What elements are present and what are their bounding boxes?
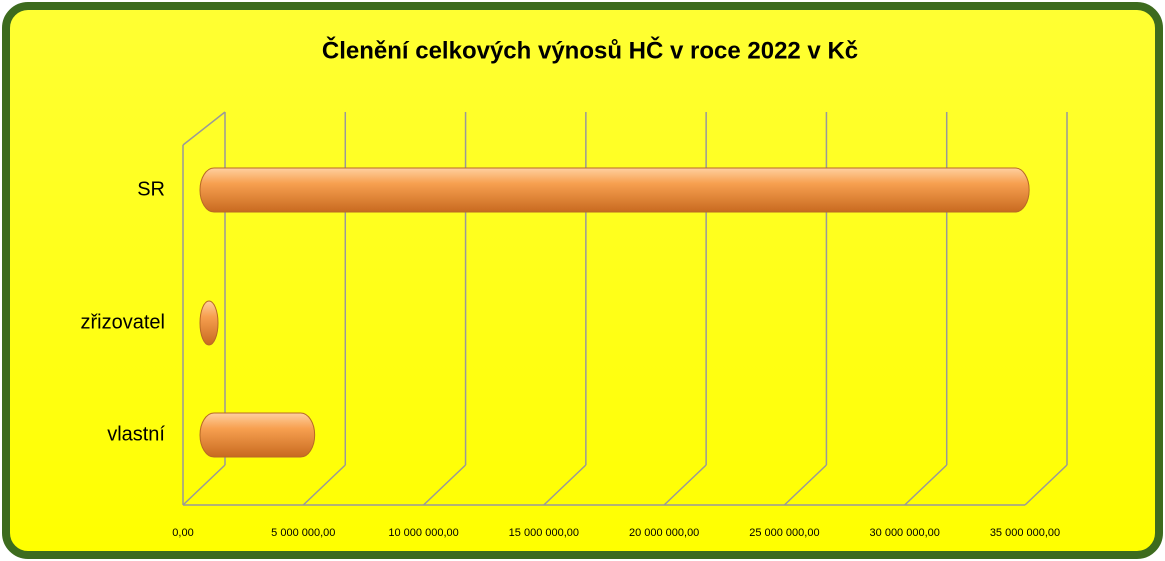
grid-line (182, 464, 226, 506)
grid-line (904, 464, 948, 506)
x-tick-label: 10 000 000,00 (388, 527, 458, 539)
bar (199, 167, 1030, 213)
walls (182, 111, 1025, 506)
x-tick-label: 25 000 000,00 (749, 527, 819, 539)
grid-line (423, 464, 467, 506)
x-tick-label: 20 000 000,00 (629, 527, 699, 539)
grid-line (543, 464, 587, 506)
grid-line (302, 464, 346, 506)
grid-line (663, 464, 707, 506)
y-tick-label: vlastní (107, 423, 165, 445)
x-tick-label: 5 000 000,00 (271, 527, 335, 539)
x-tick-label: 30 000 000,00 (870, 527, 940, 539)
bar (199, 300, 219, 346)
grid-line (783, 464, 827, 506)
y-tick-label: zřizovatel (81, 311, 165, 333)
x-tick-label: 35 000 000,00 (990, 527, 1060, 539)
bar (199, 412, 316, 458)
y-tick-label: SR (137, 178, 165, 200)
grid-line (1024, 464, 1068, 506)
chart-title: Členění celkových výnosů HČ v roce 2022 … (322, 36, 858, 64)
x-tick-label: 0,00 (172, 527, 193, 539)
x-tick-label: 15 000 000,00 (509, 527, 579, 539)
